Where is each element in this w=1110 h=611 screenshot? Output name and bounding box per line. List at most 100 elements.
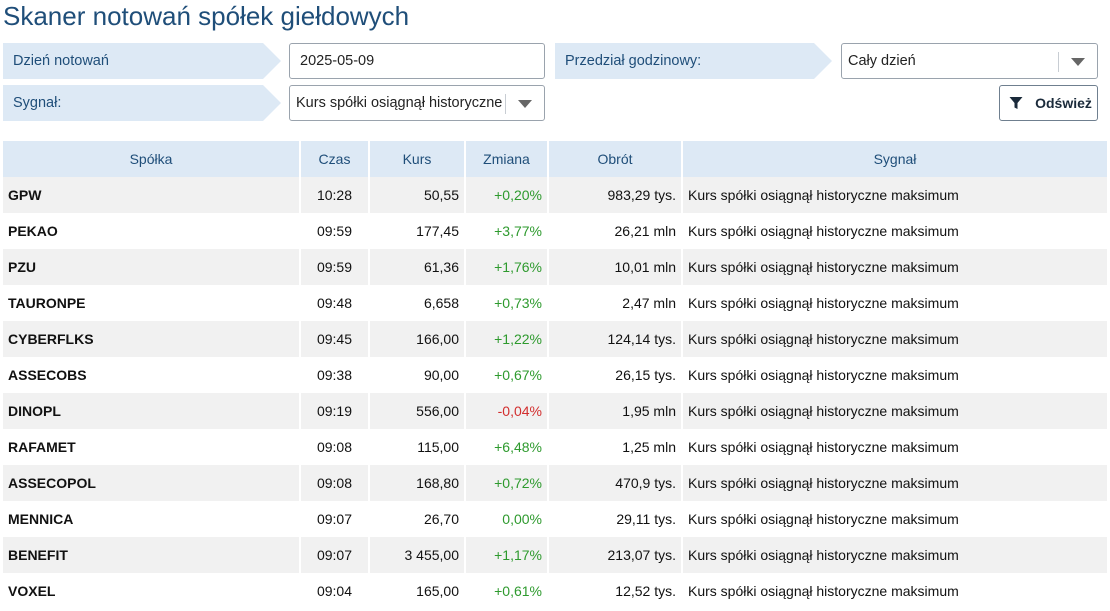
company-cell[interactable]: ASSECOPOL bbox=[3, 465, 301, 501]
refresh-button[interactable]: Odśwież bbox=[999, 85, 1098, 121]
time-cell: 09:59 bbox=[300, 249, 370, 285]
signal-cell: Kurs spółki osiągnął historyczne maksimu… bbox=[682, 393, 1109, 429]
date-label: Dzień notowań bbox=[3, 43, 281, 79]
price-cell: 6,658 bbox=[369, 285, 466, 321]
signal-label: Sygnał: bbox=[3, 85, 281, 121]
turnover-cell: 10,01 mln bbox=[548, 249, 683, 285]
price-cell: 177,45 bbox=[369, 213, 466, 249]
table-row[interactable]: DINOPL 09:19 556,00 -0,04% 1,95 mln Kurs spół… bbox=[3, 393, 1109, 429]
time-cell: 09:45 bbox=[300, 321, 370, 357]
page-title: Skaner notowań spółek giełdowych bbox=[3, 1, 410, 31]
company-cell[interactable]: RAFAMET bbox=[3, 429, 301, 465]
turnover-cell: 213,07 tys. bbox=[548, 537, 683, 573]
column-header-price[interactable]: Kurs bbox=[369, 141, 466, 177]
company-cell[interactable]: DINOPL bbox=[3, 393, 301, 429]
filter-icon bbox=[1009, 97, 1023, 109]
change-cell: +6,48% bbox=[465, 429, 549, 465]
hours-select-value: Cały dzień bbox=[848, 53, 916, 69]
hours-label: Przedział godzinowy: bbox=[555, 43, 832, 79]
change-cell: +0,72% bbox=[465, 465, 549, 501]
price-cell: 165,00 bbox=[369, 573, 466, 609]
table-row[interactable]: CYBERFLKS 09:45 166,00 +1,22% 124,14 tys. Kur… bbox=[3, 321, 1109, 357]
table-row[interactable]: PEKAO 09:59 177,45 +3,77% 26,21 mln Kurs spół… bbox=[3, 213, 1109, 249]
change-cell: +3,77% bbox=[465, 213, 549, 249]
turnover-cell: 983,29 tys. bbox=[548, 177, 683, 213]
turnover-cell: 29,11 tys. bbox=[548, 501, 683, 537]
price-cell: 556,00 bbox=[369, 393, 466, 429]
time-cell: 10:28 bbox=[300, 177, 370, 213]
turnover-cell: 26,21 mln bbox=[548, 213, 683, 249]
signal-select-value: Kurs spółki osiągnął historyczne maksimu… bbox=[296, 95, 504, 111]
signal-select[interactable]: Kurs spółki osiągnął historyczne maksimu… bbox=[289, 85, 545, 121]
column-header-turnover[interactable]: Obrót bbox=[548, 141, 683, 177]
change-cell: +0,20% bbox=[465, 177, 549, 213]
company-cell[interactable]: TAURONPE bbox=[3, 285, 301, 321]
price-cell: 50,55 bbox=[369, 177, 466, 213]
price-cell: 168,80 bbox=[369, 465, 466, 501]
time-cell: 09:19 bbox=[300, 393, 370, 429]
signal-cell: Kurs spółki osiągnął historyczne maksimu… bbox=[682, 177, 1109, 213]
table-row[interactable]: GPW 10:28 50,55 +0,20% 983,29 tys. Kurs spółk… bbox=[3, 177, 1109, 213]
signal-cell: Kurs spółki osiągnął historyczne maksimu… bbox=[682, 249, 1109, 285]
price-cell: 166,00 bbox=[369, 321, 466, 357]
time-cell: 09:48 bbox=[300, 285, 370, 321]
turnover-cell: 26,15 tys. bbox=[548, 357, 683, 393]
table-row[interactable]: BENEFIT 09:07 3 455,00 +1,17% 213,07 tys. Kur… bbox=[3, 537, 1109, 573]
scanner-table: Spółka Czas Kurs Zmiana Obrót Sygnał GPW… bbox=[3, 141, 1109, 609]
turnover-cell: 12,52 tys. bbox=[548, 573, 683, 609]
signal-cell: Kurs spółki osiągnął historyczne maksimu… bbox=[682, 357, 1109, 393]
table-row[interactable]: VOXEL 09:04 165,00 +0,61% 12,52 tys. Kurs spó… bbox=[3, 573, 1109, 609]
refresh-button-label: Odśwież bbox=[1035, 95, 1092, 111]
change-cell: 0,00% bbox=[465, 501, 549, 537]
time-cell: 09:08 bbox=[300, 429, 370, 465]
change-cell: +1,76% bbox=[465, 249, 549, 285]
table-row[interactable]: PZU 09:59 61,36 +1,76% 10,01 mln Kurs spółki … bbox=[3, 249, 1109, 285]
company-cell[interactable]: GPW bbox=[3, 177, 301, 213]
price-cell: 61,36 bbox=[369, 249, 466, 285]
hours-select[interactable]: Cały dzień bbox=[841, 43, 1098, 79]
turnover-cell: 1,95 mln bbox=[548, 393, 683, 429]
turnover-cell: 1,25 mln bbox=[548, 429, 683, 465]
company-cell[interactable]: ASSECOBS bbox=[3, 357, 301, 393]
turnover-cell: 470,9 tys. bbox=[548, 465, 683, 501]
signal-cell: Kurs spółki osiągnął historyczne maksimu… bbox=[682, 573, 1109, 609]
company-cell[interactable]: MENNICA bbox=[3, 501, 301, 537]
table-row[interactable]: ASSECOBS 09:38 90,00 +0,67% 26,15 tys. Kurs s… bbox=[3, 357, 1109, 393]
table-row[interactable]: ASSECOPOL 09:08 168,80 +0,72% 470,9 tys. Kurs… bbox=[3, 465, 1109, 501]
company-cell[interactable]: PZU bbox=[3, 249, 301, 285]
price-cell: 90,00 bbox=[369, 357, 466, 393]
change-cell: +1,22% bbox=[465, 321, 549, 357]
chevron-down-icon[interactable] bbox=[518, 100, 532, 108]
chevron-down-icon[interactable] bbox=[1071, 58, 1085, 66]
price-cell: 26,70 bbox=[369, 501, 466, 537]
signal-cell: Kurs spółki osiągnął historyczne maksimu… bbox=[682, 285, 1109, 321]
change-cell: +0,67% bbox=[465, 357, 549, 393]
table-row[interactable]: MENNICA 09:07 26,70 0,00% 29,11 tys. Kurs spó… bbox=[3, 501, 1109, 537]
turnover-cell: 2,47 mln bbox=[548, 285, 683, 321]
signal-cell: Kurs spółki osiągnął historyczne maksimu… bbox=[682, 465, 1109, 501]
table-row[interactable]: RAFAMET 09:08 115,00 +6,48% 1,25 mln Kurs spó… bbox=[3, 429, 1109, 465]
company-cell[interactable]: PEKAO bbox=[3, 213, 301, 249]
company-cell[interactable]: BENEFIT bbox=[3, 537, 301, 573]
column-header-company[interactable]: Spółka bbox=[3, 141, 301, 177]
select-separator bbox=[505, 94, 506, 114]
column-header-signal[interactable]: Sygnał bbox=[682, 141, 1109, 177]
time-cell: 09:59 bbox=[300, 213, 370, 249]
column-header-change[interactable]: Zmiana bbox=[465, 141, 549, 177]
change-cell: +0,73% bbox=[465, 285, 549, 321]
time-cell: 09:08 bbox=[300, 465, 370, 501]
signal-cell: Kurs spółki osiągnął historyczne maksimu… bbox=[682, 537, 1109, 573]
table-header: Spółka Czas Kurs Zmiana Obrót Sygnał bbox=[3, 141, 1109, 177]
column-header-time[interactable]: Czas bbox=[300, 141, 370, 177]
signal-cell: Kurs spółki osiągnął historyczne maksimu… bbox=[682, 213, 1109, 249]
date-input[interactable]: 2025-05-09 bbox=[289, 43, 545, 79]
signal-cell: Kurs spółki osiągnął historyczne maksimu… bbox=[682, 321, 1109, 357]
table-row[interactable]: TAURONPE 09:48 6,658 +0,73% 2,47 mln Kurs spó… bbox=[3, 285, 1109, 321]
select-separator bbox=[1058, 52, 1059, 72]
price-cell: 3 455,00 bbox=[369, 537, 466, 573]
time-cell: 09:38 bbox=[300, 357, 370, 393]
time-cell: 09:07 bbox=[300, 537, 370, 573]
change-cell: -0,04% bbox=[465, 393, 549, 429]
company-cell[interactable]: CYBERFLKS bbox=[3, 321, 301, 357]
company-cell[interactable]: VOXEL bbox=[3, 573, 301, 609]
